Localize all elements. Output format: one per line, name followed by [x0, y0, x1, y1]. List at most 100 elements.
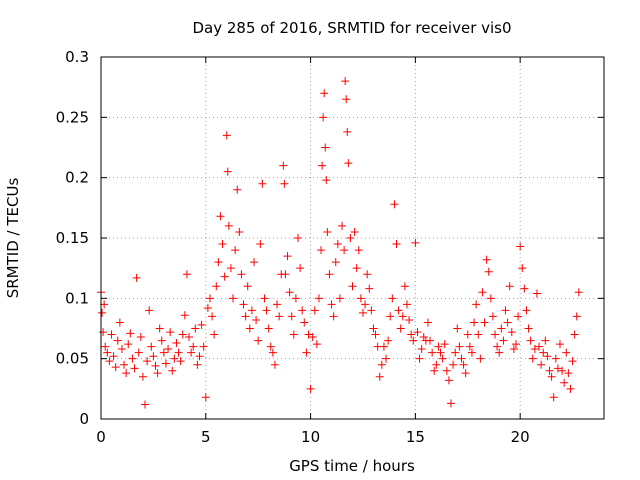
data-point [306, 384, 315, 393]
data-point [113, 336, 122, 345]
data-point [218, 240, 227, 249]
data-point [455, 342, 464, 351]
plot-frame [100, 56, 605, 420]
data-point [120, 360, 129, 369]
data-point [507, 328, 516, 337]
data-point [214, 258, 223, 267]
data-point [136, 332, 145, 341]
data-point [101, 342, 110, 351]
data-point [344, 159, 353, 168]
data-point [180, 311, 189, 320]
data-point [138, 372, 147, 381]
data-point [482, 255, 491, 264]
data-point [302, 348, 311, 357]
data-point [223, 167, 232, 176]
data-point [195, 352, 204, 361]
data-point [545, 366, 554, 375]
data-point [161, 359, 170, 368]
data-point [524, 324, 533, 333]
data-point [560, 378, 569, 387]
data-point [335, 294, 344, 303]
data-point [371, 330, 380, 339]
data-point [304, 330, 313, 339]
data-point [361, 300, 370, 309]
data-point [518, 264, 527, 273]
x-tick-label: 20 [511, 428, 530, 446]
data-point [124, 340, 133, 349]
data-point [365, 284, 374, 293]
data-point [319, 113, 328, 122]
data-point [474, 330, 483, 339]
data-point [270, 360, 279, 369]
data-point [231, 246, 240, 255]
data-point [520, 284, 529, 293]
data-point [322, 176, 331, 185]
data-point [526, 336, 535, 345]
data-point [320, 89, 329, 98]
data-point [130, 364, 139, 373]
data-point [172, 338, 181, 347]
data-point [358, 308, 367, 317]
data-point [547, 372, 556, 381]
data-point [457, 354, 466, 363]
data-point [331, 258, 340, 267]
grid-layer [101, 57, 604, 419]
data-point [375, 372, 384, 381]
data-point [453, 324, 462, 333]
data-point [132, 273, 141, 282]
data-point [562, 348, 571, 357]
data-point [551, 354, 560, 363]
data-point [191, 324, 200, 333]
data-point [465, 342, 474, 351]
data-point [296, 264, 305, 273]
data-point [480, 318, 489, 327]
data-point [447, 399, 456, 408]
data-point [203, 303, 212, 312]
data-point [555, 340, 564, 349]
data-point [151, 361, 160, 370]
y-axis-label: SRMTID / TECUs [4, 178, 22, 299]
data-point [300, 318, 309, 327]
data-point [354, 246, 363, 255]
data-point [260, 294, 269, 303]
data-point [327, 300, 336, 309]
data-point [220, 272, 229, 281]
data-point [432, 360, 441, 369]
data-point [488, 312, 497, 321]
data-point [264, 324, 273, 333]
data-point [411, 238, 420, 247]
data-point [107, 330, 116, 339]
data-point [451, 348, 460, 357]
y-tick-label: 0 [79, 410, 89, 428]
data-point [281, 270, 290, 279]
data-point [233, 185, 242, 194]
data-point [396, 324, 405, 333]
data-point [522, 306, 531, 315]
data-point [115, 318, 124, 327]
data-point [201, 393, 210, 402]
data-point [440, 340, 449, 349]
data-point [153, 369, 162, 378]
data-point [310, 306, 319, 315]
data-point [275, 312, 284, 321]
x-tick-label: 0 [96, 428, 106, 446]
data-point [128, 354, 137, 363]
data-point [449, 360, 458, 369]
data-point [321, 143, 330, 152]
data-point [549, 393, 558, 402]
data-point [369, 324, 378, 333]
data-point [98, 308, 107, 317]
data-point [197, 320, 206, 329]
data-point [199, 342, 208, 351]
data-point [528, 354, 537, 363]
data-point [539, 348, 548, 357]
data-point [258, 179, 267, 188]
data-point [511, 340, 520, 349]
data-point [497, 324, 506, 333]
data-point [558, 366, 567, 375]
data-point [541, 336, 550, 345]
data-point [105, 357, 114, 366]
axes-layer: 0 0.05 0.1 0.15 0.2 0.25 0.3 0 5 10 15 20 [56, 48, 605, 446]
data-point [566, 384, 575, 393]
